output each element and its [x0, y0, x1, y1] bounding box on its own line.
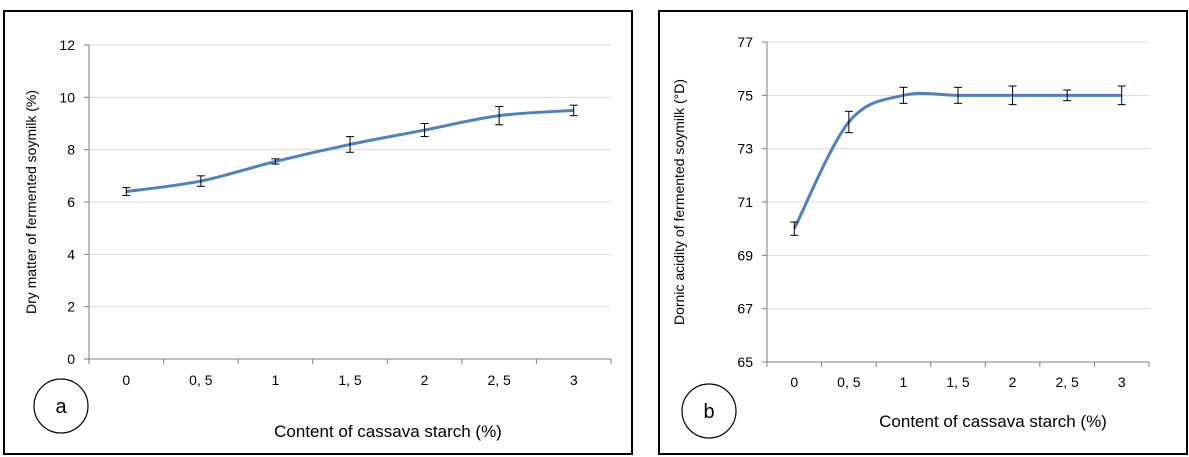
chart-b-x-tick-label: 2, 5: [1055, 374, 1079, 390]
chart-b-y-tick-label: 73: [737, 141, 753, 157]
chart-b-y-tick-label: 67: [737, 301, 753, 317]
chart-a-panel-label-circle: [33, 378, 89, 434]
chart-a-y-tick-label: 4: [67, 246, 75, 262]
chart-b-x-tick-label: 1, 5: [946, 374, 970, 390]
chart-b-svg: 65 67 69 71 73 75 77 0 0, 5 1 1, 5 2 2, 5 3 Dornic aci…: [671, 34, 1150, 439]
chart-a-svg: 0 2 4 6 8 10 12 0 0, 5 1 1, 5 2 2, 5 3 Dry matter of f…: [23, 37, 612, 441]
chart-b-y-tick-label: 69: [737, 247, 753, 263]
chart-a-y-tick-label: 12: [59, 37, 75, 53]
chart-b-y-tick-label: 75: [737, 87, 753, 103]
chart-a-x-tick-label: 2: [421, 372, 429, 388]
chart-b-y-tick-label: 65: [737, 354, 753, 370]
chart-a-y-tick-label: 2: [67, 299, 75, 315]
chart-panel-b: 65 67 69 71 73 75 77 0 0, 5 1 1, 5 2 2, 5 3 Dornic aci…: [658, 10, 1188, 455]
chart-b-x-tick-label: 1: [900, 374, 908, 390]
chart-a-x-tick-label: 3: [570, 372, 578, 388]
chart-a-x-tick-label: 1: [272, 372, 280, 388]
chart-a-x-tick-label: 0, 5: [189, 372, 213, 388]
chart-a-x-tick-label: 1, 5: [338, 372, 362, 388]
chart-b-x-tick-label: 0, 5: [837, 374, 861, 390]
chart-b-y-tick-label: 77: [737, 34, 753, 50]
chart-a-x-tick-label: 0: [122, 372, 130, 388]
chart-b-panel-label-circle: [681, 383, 737, 439]
chart-b-panel-label: b: [703, 401, 714, 423]
chart-a-x-axis-title: Content of cassava starch (%): [274, 422, 502, 441]
chart-a-y-tick-label: 6: [67, 194, 75, 210]
chart-a-y-tick-label: 0: [67, 351, 75, 367]
chart-b-y-axis-title: Dornic acidity of fermented soymilk (°D): [671, 79, 687, 325]
chart-panel-a: 0 2 4 6 8 10 12 0 0, 5 1 1, 5 2 2, 5 3 Dry matter of f…: [3, 10, 633, 455]
chart-b-x-tick-label: 2: [1009, 374, 1017, 390]
chart-a-panel-label: a: [55, 396, 67, 418]
chart-a-y-tick-label: 10: [59, 89, 75, 105]
chart-b-series-line: [792, 91, 1122, 230]
chart-a-y-axis-title: Dry matter of fermented soymilk (%): [23, 90, 39, 314]
chart-a-x-tick-label: 2, 5: [487, 372, 511, 388]
chart-b-y-tick-label: 71: [737, 194, 753, 210]
chart-a-y-tick-label: 8: [67, 142, 75, 158]
chart-b-x-tick-label: 0: [790, 374, 798, 390]
chart-b-x-axis-title: Content of cassava starch (%): [879, 412, 1107, 431]
chart-b-x-tick-label: 3: [1118, 374, 1126, 390]
